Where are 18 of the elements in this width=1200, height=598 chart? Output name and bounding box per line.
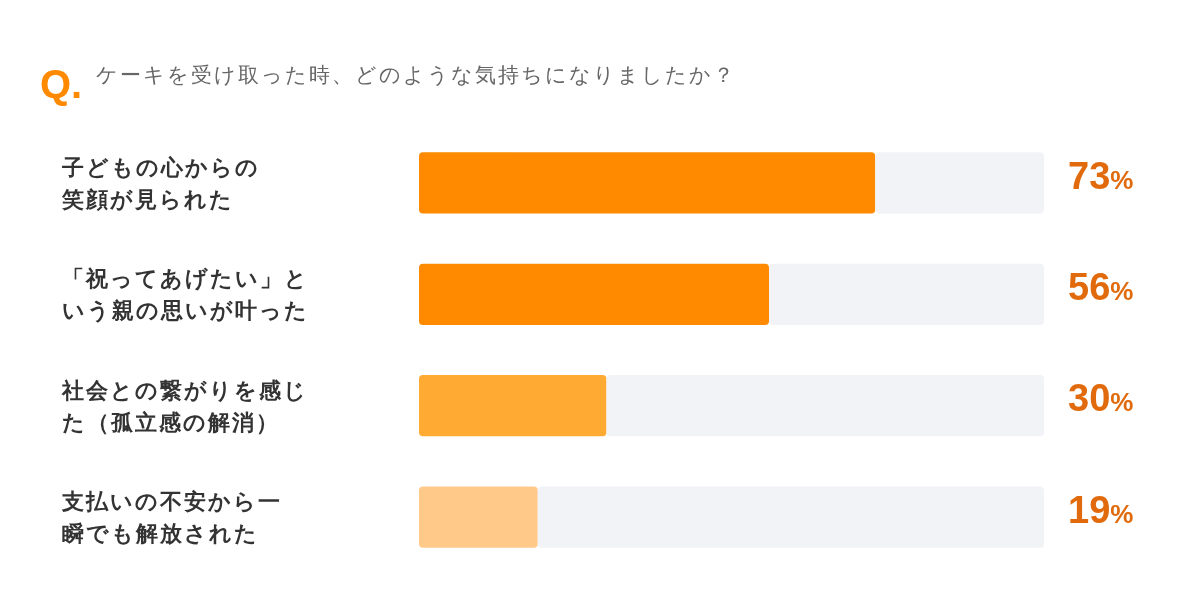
bar (537, 486, 1044, 548)
bar (606, 375, 1044, 437)
data-label: 30% (1068, 377, 1134, 420)
bar (769, 263, 1044, 325)
data-label: 19% (1068, 488, 1134, 531)
bar (419, 375, 607, 437)
bar (419, 263, 769, 325)
data-label: 73% (1068, 154, 1134, 197)
chart-title: ケーキを受け取った時、どのような気持ちになりましたか？ (96, 63, 736, 87)
text: Q. (40, 62, 83, 106)
y-tick-label: 支払いの不安から一瞬でも解放された (61, 489, 282, 547)
bar (419, 486, 538, 548)
y-tick-label: 「祝ってあげたい」という親の思いが叶った (62, 266, 309, 324)
bar (419, 152, 876, 214)
y-tick-label: 社会との繋がりを感じた（孤立感の解消） (61, 377, 308, 435)
y-tick-label: 子どもの心からの笑顔が見られた (61, 154, 260, 212)
data-label: 56% (1068, 266, 1134, 309)
bar (875, 152, 1044, 214)
